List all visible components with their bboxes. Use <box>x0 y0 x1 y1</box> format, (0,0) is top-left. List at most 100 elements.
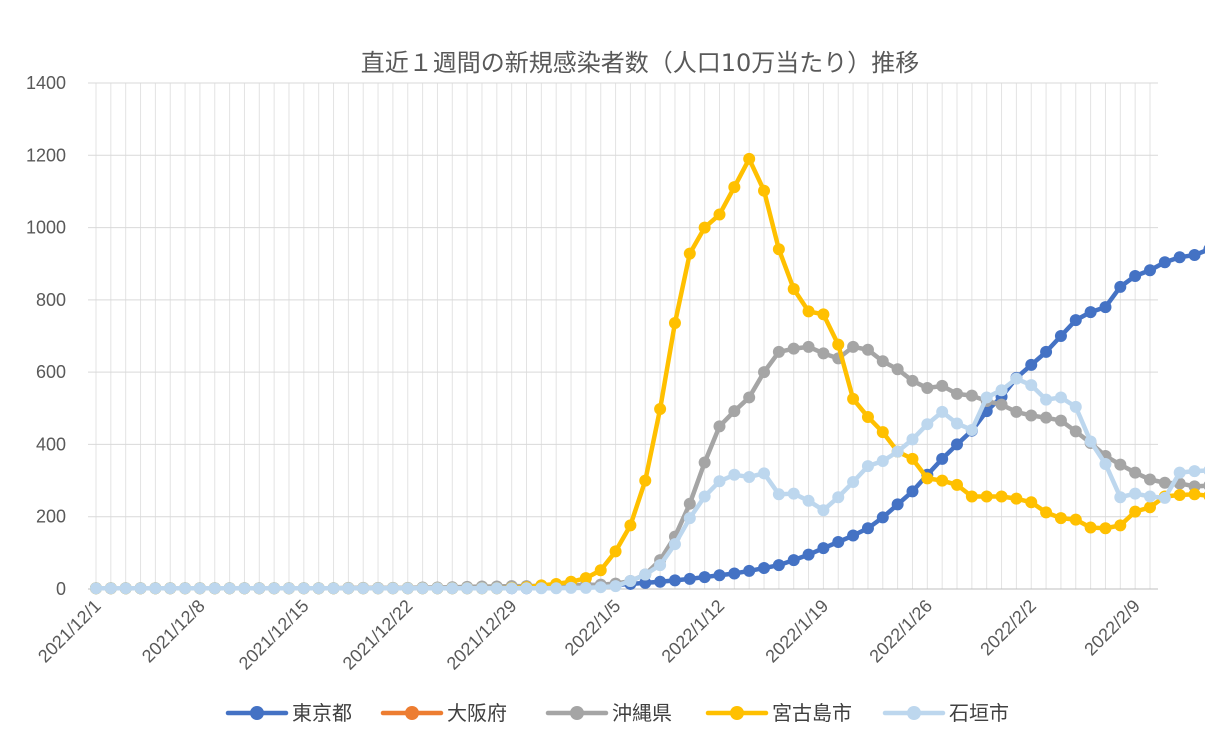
data-point <box>1158 476 1171 489</box>
data-point <box>1084 435 1097 448</box>
data-point <box>327 582 340 595</box>
legend-swatch-marker <box>907 706 921 720</box>
data-point <box>1069 513 1082 526</box>
data-point <box>475 582 488 595</box>
series-lines <box>90 152 1205 595</box>
legend-swatch-marker <box>730 706 744 720</box>
data-point <box>876 511 889 524</box>
data-point <box>817 308 830 321</box>
data-point <box>90 582 102 595</box>
data-point <box>876 355 889 368</box>
data-point <box>758 562 771 575</box>
data-point <box>1114 458 1127 471</box>
series-宮古島市 <box>90 152 1205 595</box>
data-point <box>1099 522 1112 535</box>
data-point <box>609 545 622 558</box>
y-tick-label: 0 <box>56 579 66 599</box>
data-point <box>906 433 919 446</box>
data-point <box>312 582 325 595</box>
data-point <box>1084 521 1097 534</box>
y-tick-label: 400 <box>36 434 66 454</box>
data-point <box>1114 519 1127 532</box>
data-point <box>728 405 741 418</box>
legend-label: 大阪府 <box>447 701 507 725</box>
data-point <box>208 582 221 595</box>
data-point <box>179 582 192 595</box>
data-point <box>921 418 934 431</box>
x-tick-label: 2021/12/29 <box>443 596 521 674</box>
data-point <box>550 582 563 595</box>
data-point <box>936 405 949 418</box>
x-tick-label: 2022/1/5 <box>561 596 625 660</box>
legend-label: 宮古島市 <box>772 701 852 725</box>
data-point <box>683 572 696 585</box>
data-point <box>1025 409 1038 422</box>
legend-label: 東京都 <box>292 701 352 725</box>
data-point <box>1010 372 1023 385</box>
data-point <box>876 426 889 439</box>
data-point <box>1129 505 1142 518</box>
chart-title: 直近１週間の新規感染者数（人口10万当たり）推移 <box>361 49 920 77</box>
data-point <box>668 316 681 329</box>
data-point <box>802 305 815 318</box>
data-point <box>772 488 785 501</box>
data-point <box>1173 489 1186 502</box>
data-point <box>743 391 756 404</box>
data-point <box>906 485 919 498</box>
data-point <box>357 582 370 595</box>
data-point <box>713 420 726 433</box>
data-point <box>238 582 251 595</box>
legend-item: 沖縄県 <box>545 701 672 725</box>
data-point <box>1099 457 1112 470</box>
data-point <box>772 559 785 572</box>
data-point <box>936 474 949 487</box>
data-point <box>728 468 741 481</box>
data-point <box>535 582 548 595</box>
data-point <box>1069 425 1082 438</box>
data-point <box>654 403 667 416</box>
data-point <box>847 529 860 542</box>
x-tick-label: 2021/12/1 <box>34 596 105 667</box>
data-point <box>713 475 726 488</box>
data-point <box>772 345 785 358</box>
data-point <box>1084 306 1097 319</box>
data-point <box>654 575 667 588</box>
data-point <box>253 582 266 595</box>
data-point <box>683 247 696 260</box>
data-point <box>861 460 874 473</box>
data-point <box>861 410 874 423</box>
data-point <box>951 387 964 400</box>
data-point <box>104 582 117 595</box>
data-point <box>951 478 964 491</box>
data-point <box>1188 465 1201 478</box>
legend: 東京都 大阪府 沖縄県 宮古島市 石垣市 <box>225 701 1009 725</box>
data-point <box>1173 466 1186 479</box>
data-point <box>1040 411 1053 424</box>
data-point <box>386 582 399 595</box>
data-point <box>1144 501 1156 514</box>
data-point <box>1054 330 1067 342</box>
data-point <box>594 581 607 594</box>
data-point <box>832 491 845 504</box>
legend-item: 宮古島市 <box>705 701 852 725</box>
data-point <box>149 582 162 595</box>
data-point <box>832 338 845 351</box>
data-point <box>1040 506 1053 519</box>
data-point <box>639 474 652 487</box>
data-point <box>282 582 295 595</box>
data-point <box>1025 379 1038 392</box>
data-point <box>832 536 845 549</box>
data-point <box>1025 358 1038 371</box>
legend-swatch-marker <box>250 706 264 720</box>
data-point <box>1158 491 1171 504</box>
data-point <box>817 542 830 555</box>
x-tick-label: 2021/12/8 <box>138 596 209 667</box>
x-tick-label: 2022/1/19 <box>761 596 832 667</box>
data-point <box>1188 488 1201 501</box>
data-point <box>817 504 830 517</box>
data-point <box>1129 487 1142 500</box>
data-point <box>758 467 771 480</box>
data-point <box>624 575 637 588</box>
data-point <box>401 582 414 595</box>
